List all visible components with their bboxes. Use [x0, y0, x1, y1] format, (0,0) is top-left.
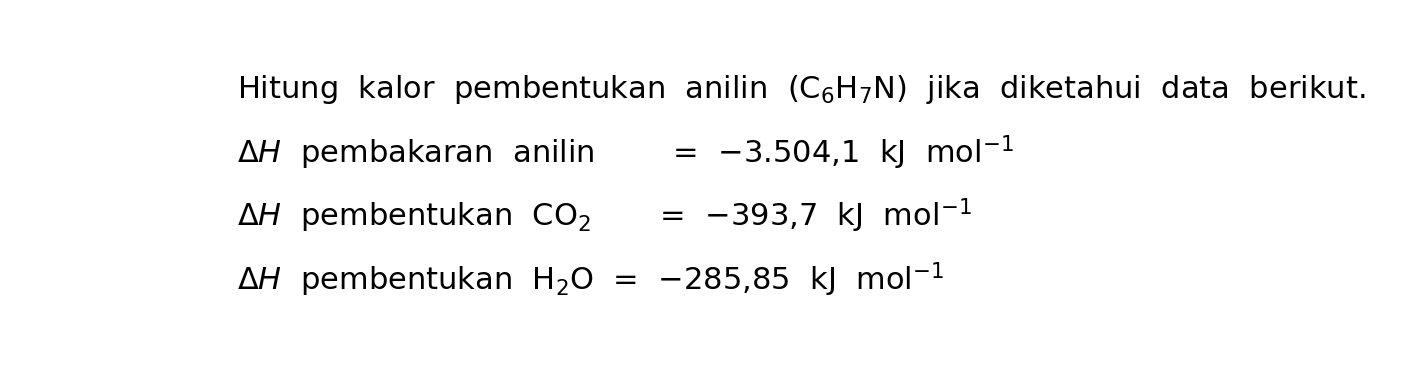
Text: Hitung  kalor  pembentukan  anilin  (C$_6$H$_7$N)  jika  diketahui  data  beriku: Hitung kalor pembentukan anilin (C$_6$H$…	[238, 73, 1366, 106]
Text: $\Delta\it{H}$  pembentukan  H$_2$O  =  $-$285,85  kJ  mol$^{-1}$: $\Delta\it{H}$ pembentukan H$_2$O = $-$2…	[238, 261, 945, 299]
Text: $\Delta\it{H}$  pembakaran  anilin        =  $-$3.504,1  kJ  mol$^{-1}$: $\Delta\it{H}$ pembakaran anilin = $-$3.…	[238, 134, 1014, 172]
Text: $\Delta\it{H}$  pembentukan  CO$_2$       =  $-$393,7  kJ  mol$^{-1}$: $\Delta\it{H}$ pembentukan CO$_2$ = $-$3…	[238, 197, 971, 235]
